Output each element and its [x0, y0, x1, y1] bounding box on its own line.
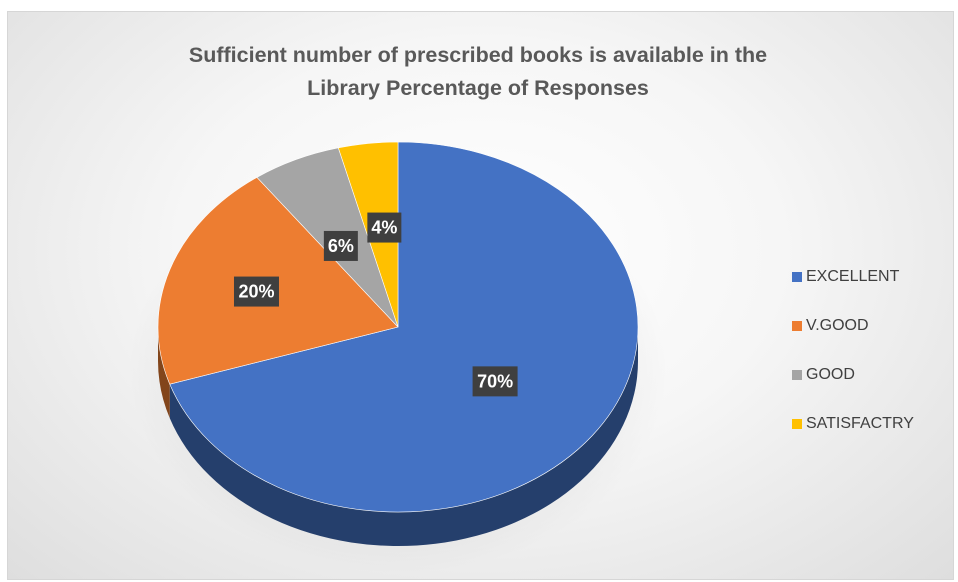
chart-title: Sufficient number of prescribed books is… — [88, 39, 868, 105]
data-label-satisfactry: 4% — [367, 212, 402, 243]
legend-item-good: GOOD — [792, 365, 914, 385]
legend-item-vgood: V.GOOD — [792, 316, 914, 336]
svg-text:4%: 4% — [371, 218, 397, 238]
legend-label-good: GOOD — [806, 366, 855, 383]
legend-item-excellent: EXCELLENT — [792, 267, 914, 287]
legend: EXCELLENT V.GOOD GOOD SATISFACTRY — [792, 267, 914, 463]
pie-slice-excellent — [169, 141, 639, 513]
legend-label-excellent: EXCELLENT — [806, 268, 900, 285]
data-label-good: 6% — [323, 230, 358, 261]
legend-swatch-good — [792, 370, 802, 380]
svg-text:20%: 20% — [238, 282, 274, 302]
data-label-excellent: 70% — [472, 366, 518, 397]
legend-swatch-excellent — [792, 272, 802, 282]
chart-title-line-2: Library Percentage of Responses — [307, 76, 649, 100]
legend-label-vgood: V.GOOD — [806, 317, 869, 334]
pie-chart: 70% 20% 6% 4% — [128, 141, 668, 574]
legend-label-satisfactry: SATISFACTRY — [806, 415, 914, 432]
data-label-vgood: 20% — [233, 276, 279, 307]
legend-item-satisfactry: SATISFACTRY — [792, 414, 914, 434]
chart-title-line-1: Sufficient number of prescribed books is… — [188, 43, 768, 67]
pie-side-vgood — [158, 327, 170, 419]
svg-text:70%: 70% — [477, 371, 513, 391]
chart-area: Sufficient number of prescribed books is… — [7, 11, 954, 580]
legend-swatch-satisfactry — [792, 419, 802, 429]
legend-swatch-vgood — [792, 321, 802, 331]
svg-text:6%: 6% — [328, 236, 354, 256]
